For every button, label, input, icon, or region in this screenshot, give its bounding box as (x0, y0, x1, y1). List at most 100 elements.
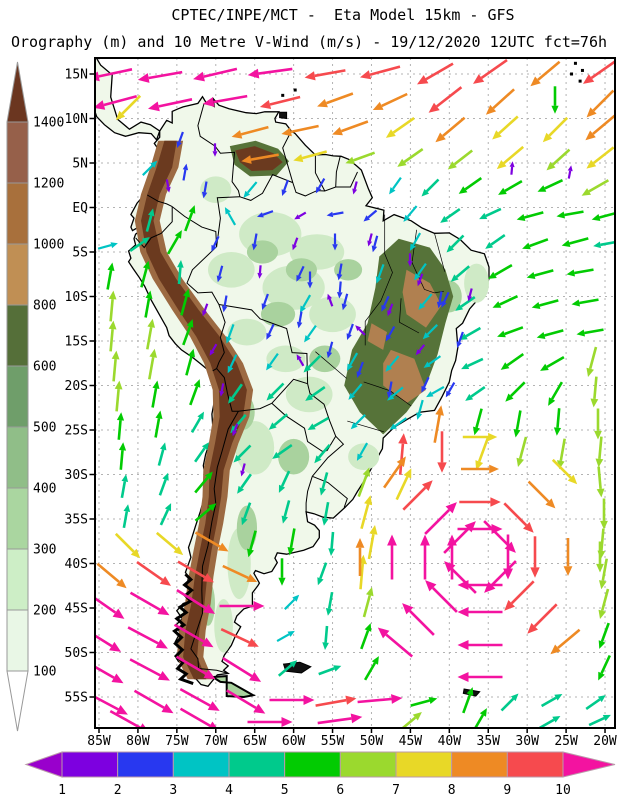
wind-arrow-shaft (258, 67, 293, 75)
wind-arrow-head (268, 422, 277, 430)
wind-arrow-shaft (324, 625, 329, 643)
wind-arrow-head (299, 305, 306, 313)
wind-arrow (173, 623, 214, 648)
wind-arrow (516, 436, 528, 467)
wind-arrow-head (116, 578, 127, 589)
wind-arrow-shaft (465, 326, 482, 338)
wind-arrow-shaft (546, 355, 565, 369)
wind-arrow-head (567, 165, 573, 172)
wind-arrow-shaft (240, 473, 252, 489)
wind-arrow-head (426, 391, 434, 398)
wind-arrow (363, 209, 378, 222)
wind-arrow-head (155, 410, 163, 419)
wind-arrow-shaft (579, 298, 599, 305)
wind-arrow-head (523, 522, 534, 533)
wind-arrow-head (221, 305, 228, 313)
wind-arrow-shaft (483, 520, 510, 547)
wind-arrow-head (219, 390, 225, 397)
wind-arrow (367, 525, 378, 560)
terrain-highland-tan-patch (402, 269, 442, 328)
wind-arrow (287, 528, 296, 556)
wind-arrow (437, 431, 447, 473)
wind-arrow (202, 303, 209, 317)
wind-arrow (443, 521, 476, 554)
wind-arrow-head (488, 432, 498, 442)
wind-arrow-shaft (177, 560, 206, 579)
wind-arrow-head (591, 214, 601, 221)
wind-arrow (542, 116, 569, 143)
wind-arrow (241, 502, 252, 526)
wind-arrow (375, 264, 385, 284)
lon-label: 25W (554, 734, 578, 749)
wind-arrow-head (217, 542, 229, 552)
country-border (147, 194, 173, 208)
wind-arrow (428, 86, 463, 113)
wind-arrow (332, 233, 338, 251)
wind-arrow-head (108, 320, 117, 330)
wind-arrow (202, 94, 248, 107)
wind-arrow (127, 626, 168, 649)
terrain-lowland-patch (227, 318, 267, 346)
wind-arrow-head (193, 71, 205, 82)
wind-arrow (284, 594, 300, 610)
terrain-lowland-patch (266, 345, 306, 373)
wind-arrow-shaft (229, 354, 238, 368)
wind-arrow (241, 153, 279, 164)
wind-arrow (269, 695, 315, 705)
wind-arrow-head (348, 392, 356, 400)
wind-arrow-head (202, 573, 214, 583)
wind-arrow-shaft (601, 558, 608, 582)
wind-arrow (257, 210, 274, 218)
wind-arrow-head (157, 605, 170, 616)
wind-arrow-head (403, 468, 412, 479)
wind-arrow-shaft (273, 413, 289, 426)
wind-arrow (95, 596, 125, 619)
wind-arrow-head (201, 191, 208, 199)
wind-arrow (355, 325, 366, 336)
wind-arrow-shaft (385, 633, 414, 658)
wind-arrow (154, 410, 163, 438)
wind-arrow-head (141, 237, 150, 245)
wind-arrow-shaft (425, 178, 440, 193)
wind-arrow-shaft (431, 385, 445, 395)
terrain-midland-patch (260, 301, 296, 327)
wind-arrow-shaft (203, 181, 208, 193)
wind-arrow-shaft (367, 533, 375, 560)
wind-arrow-head (377, 627, 390, 639)
wind-arrow (586, 146, 615, 169)
wind-arrow (194, 503, 217, 522)
wind-arrow-head (522, 242, 531, 250)
wind-arrow (457, 672, 503, 682)
wind-arrow-head (356, 371, 362, 378)
wind-arrow (345, 151, 376, 164)
wind-arrow (485, 234, 506, 249)
wind-arrow-head (241, 517, 248, 526)
wind-arrow (159, 503, 172, 526)
wind-arrow-head (149, 348, 157, 358)
wind-arrow-shaft (293, 237, 299, 246)
wind-arrow (586, 346, 598, 377)
wind-arrow (356, 442, 369, 461)
wind-arrow-shaft (368, 233, 373, 242)
wind-arrow (225, 324, 235, 344)
orography-colorbar-segment (6, 121, 29, 184)
wind-arrow-shaft (600, 528, 605, 552)
wind-arrow-head (414, 273, 421, 281)
wind-arrow (341, 293, 349, 311)
wind-arrow (526, 269, 554, 279)
wind-arrow-shaft (112, 358, 117, 382)
wind-arrow-shaft (548, 116, 569, 137)
wind-arrow-head (356, 453, 363, 461)
wind-arrow-shaft (109, 709, 141, 728)
wind-arrow-head (466, 687, 474, 696)
wind-arrow-shaft (157, 449, 165, 466)
wind-arrow (598, 654, 611, 681)
wind-arrow-head (278, 484, 286, 493)
wind-arrow-head (307, 282, 313, 289)
country-border (239, 173, 293, 201)
country-border (305, 476, 313, 512)
lon-label: 50W (360, 734, 384, 749)
wind-arrow-head (586, 107, 597, 118)
wind-arrow (307, 416, 330, 430)
wind-arrow-shaft (284, 598, 296, 610)
